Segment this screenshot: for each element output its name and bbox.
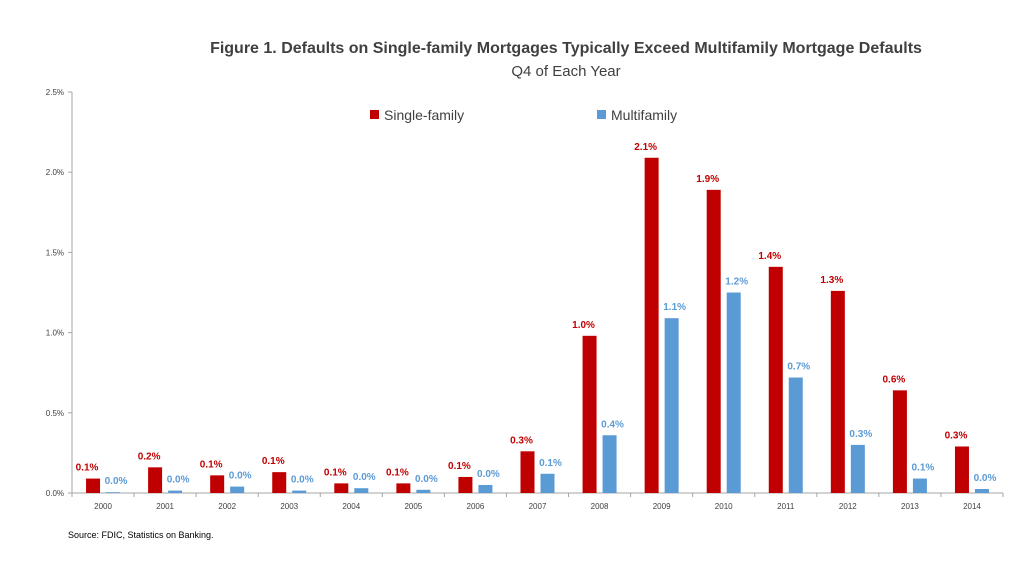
data-label-single-family: 1.0% xyxy=(572,320,595,331)
bar-single-family xyxy=(272,472,287,493)
legend-swatch-single-family xyxy=(370,110,379,119)
bar-single-family xyxy=(86,478,101,493)
bar-multifamily xyxy=(354,488,369,493)
x-tick-label: 2014 xyxy=(963,502,981,511)
data-label-single-family: 1.9% xyxy=(696,174,719,185)
bar-single-family xyxy=(582,335,597,493)
data-label-multifamily: 0.0% xyxy=(415,474,438,485)
x-tick-label: 2000 xyxy=(94,502,112,511)
bar-multifamily xyxy=(416,489,431,493)
x-tick-label: 2011 xyxy=(777,502,795,511)
x-tick-label: 2010 xyxy=(715,502,733,511)
bar-single-family xyxy=(706,189,721,493)
y-tick-label: 2.5% xyxy=(46,88,64,97)
bar-single-family xyxy=(458,476,473,493)
data-label-single-family: 0.1% xyxy=(262,456,285,467)
data-label-multifamily: 0.0% xyxy=(974,473,997,484)
bar-multifamily xyxy=(912,478,927,493)
data-label-multifamily: 0.1% xyxy=(912,463,935,474)
bar-multifamily xyxy=(726,292,741,493)
data-label-multifamily: 0.0% xyxy=(353,472,376,483)
source-note: Source: FDIC, Statistics on Banking. xyxy=(68,530,214,540)
bar-single-family xyxy=(768,266,783,493)
x-tick-label: 2006 xyxy=(467,502,485,511)
bar-single-family xyxy=(210,475,225,493)
bar-single-family xyxy=(396,483,411,493)
x-tick-label: 2013 xyxy=(901,502,919,511)
y-tick-label: 1.0% xyxy=(46,329,64,338)
data-label-multifamily: 0.0% xyxy=(229,471,252,482)
data-label-single-family: 0.3% xyxy=(945,430,968,441)
data-label-single-family: 0.1% xyxy=(448,461,471,472)
bar-single-family xyxy=(954,446,969,493)
bar-multifamily xyxy=(974,488,989,493)
bar-single-family xyxy=(644,157,659,493)
data-label-multifamily: 0.1% xyxy=(539,458,562,469)
legend-swatch-multifamily xyxy=(597,110,606,119)
bar-single-family xyxy=(148,467,163,493)
bar-multifamily xyxy=(230,486,245,493)
bar-multifamily xyxy=(602,435,617,493)
x-tick-label: 2008 xyxy=(591,502,609,511)
data-label-multifamily: 0.0% xyxy=(105,476,128,487)
data-label-multifamily: 0.7% xyxy=(787,362,810,373)
y-tick-label: 0.5% xyxy=(46,409,64,418)
data-label-single-family: 0.3% xyxy=(510,435,533,446)
bar-single-family xyxy=(334,483,349,493)
bar-multifamily xyxy=(106,492,121,493)
x-tick-label: 2003 xyxy=(280,502,298,511)
x-axis: 2000 2001 2002 2003 2004 2005 2006 2007 2008 2009… xyxy=(71,492,1004,511)
x-tick-label: 2004 xyxy=(342,502,360,511)
data-label-single-family: 0.1% xyxy=(76,463,99,474)
bar-multifamily xyxy=(168,490,183,493)
chart-title: Figure 1. Defaults on Single-family Mort… xyxy=(210,40,922,57)
x-tick-label: 2005 xyxy=(404,502,422,511)
data-label-multifamily: 0.0% xyxy=(291,475,314,486)
data-label-multifamily: 0.3% xyxy=(849,429,872,440)
data-label-single-family: 0.6% xyxy=(883,374,906,385)
bar-multifamily xyxy=(850,444,865,493)
data-labels: 0.1% 0.0% 0.2% 0.0% 0.1% 0.0% 0.1% 0.0% 0.1% 0.0%… xyxy=(76,142,997,487)
bar-multifamily xyxy=(664,318,679,493)
y-tick-label: 1.5% xyxy=(46,248,64,257)
bar-multifamily xyxy=(788,377,803,493)
x-tick-label: 2009 xyxy=(653,502,671,511)
data-label-multifamily: 0.0% xyxy=(477,469,500,480)
data-label-multifamily: 1.2% xyxy=(725,277,748,288)
x-tick-label: 2001 xyxy=(156,502,174,511)
bar-single-family xyxy=(520,451,535,493)
bars xyxy=(86,157,989,493)
y-axis: 0.0% 0.5% 1.0% 1.5% 2.0% 2.5% xyxy=(46,88,73,498)
data-label-single-family: 0.1% xyxy=(386,467,409,478)
data-label-single-family: 0.1% xyxy=(324,467,347,478)
x-tick-label: 2002 xyxy=(218,502,236,511)
bar-single-family xyxy=(830,290,845,493)
bar-single-family xyxy=(892,390,907,493)
chart-subtitle: Q4 of Each Year xyxy=(511,63,620,80)
y-tick-label: 0.0% xyxy=(46,489,64,498)
legend-label-multifamily: Multifamily xyxy=(611,107,677,123)
data-label-single-family: 0.2% xyxy=(138,451,161,462)
bar-multifamily xyxy=(540,473,555,493)
data-label-multifamily: 0.0% xyxy=(167,475,190,486)
bar-multifamily xyxy=(292,490,307,493)
bar-multifamily xyxy=(478,484,493,493)
x-tick-label: 2012 xyxy=(839,502,857,511)
legend-label-single-family: Single-family xyxy=(384,107,464,123)
data-label-single-family: 0.1% xyxy=(200,459,223,470)
data-label-single-family: 2.1% xyxy=(634,142,657,153)
data-label-multifamily: 1.1% xyxy=(663,302,686,313)
y-tick-label: 2.0% xyxy=(46,168,64,177)
data-label-multifamily: 0.4% xyxy=(601,419,624,430)
data-label-single-family: 1.3% xyxy=(820,275,843,286)
x-tick-label: 2007 xyxy=(529,502,547,511)
data-label-single-family: 1.4% xyxy=(758,251,781,262)
legend: Single-family Multifamily xyxy=(370,107,677,123)
